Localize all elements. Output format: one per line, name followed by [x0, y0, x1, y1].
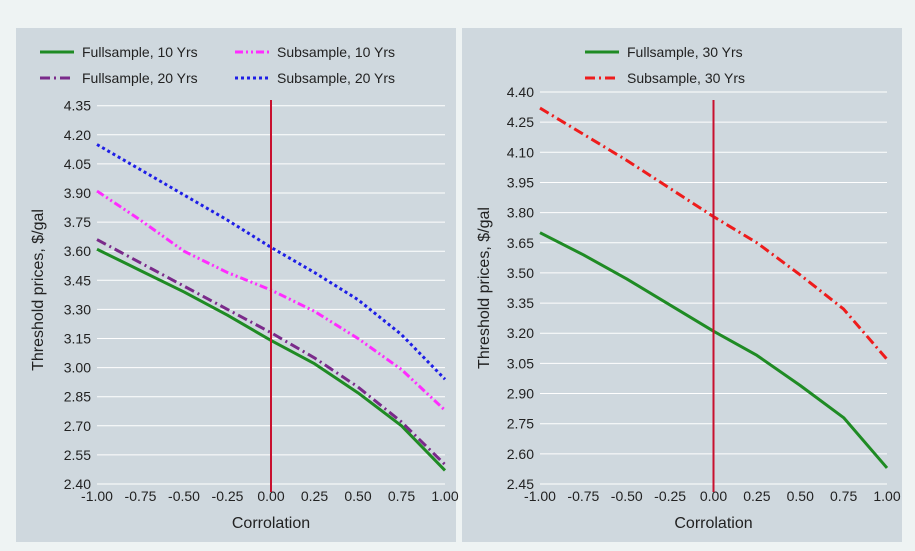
x-tick-label: 1.00 [873, 488, 900, 504]
y-tick-label: 2.85 [64, 389, 91, 405]
y-tick-label: 4.25 [507, 114, 534, 130]
y-tick-label: 3.45 [64, 272, 91, 288]
y-tick-label: 3.30 [64, 301, 91, 317]
legend-label: Fullsample, 30 Yrs [627, 44, 743, 60]
y-tick-label: 3.35 [507, 295, 534, 311]
y-tick-label: 3.80 [507, 205, 534, 221]
x-tick-label: 0.25 [301, 488, 328, 504]
y-tick-label: 3.15 [64, 331, 91, 347]
y-tick-label: 2.40 [64, 476, 91, 492]
x-tick-label: -0.50 [168, 488, 200, 504]
y-tick-label: 3.90 [64, 185, 91, 201]
series-line [96, 143, 447, 381]
legend-label: Subsample, 30 Yrs [627, 70, 745, 86]
x-tick-label: 0.75 [830, 488, 857, 504]
legend-label: Fullsample, 10 Yrs [82, 44, 198, 60]
y-axis-label: Threshold prices, $/gal [476, 207, 493, 369]
y-tick-label: 3.95 [507, 174, 534, 190]
y-tick-label: 2.75 [507, 416, 534, 432]
x-tick-label: -0.25 [212, 488, 244, 504]
y-tick-label: 2.70 [64, 418, 91, 434]
y-tick-label: 4.10 [507, 144, 534, 160]
y-tick-label: 4.40 [507, 84, 534, 100]
x-tick-label: 0.75 [388, 488, 415, 504]
plot-panel [462, 28, 902, 542]
chart-left: 2.40 2.55 2.70 2.85 3.00 3.15 3.30 3.45 3.60 3.75… [16, 28, 459, 542]
y-axis-label: Threshold prices, $/gal [30, 209, 47, 371]
y-tick-label: 3.50 [507, 265, 534, 281]
y-tick-label: 3.60 [64, 243, 91, 259]
x-tick-label: 0.00 [257, 488, 284, 504]
x-tick-label: 0.00 [700, 488, 727, 504]
x-tick-label: 0.50 [787, 488, 814, 504]
y-tick-label: 4.35 [64, 98, 91, 114]
x-axis-label: Corrolation [674, 515, 752, 532]
x-tick-label: 0.25 [743, 488, 770, 504]
y-tick-label: 3.75 [64, 214, 91, 230]
legend-label: Subsample, 10 Yrs [277, 44, 395, 60]
x-tick-label: -1.00 [524, 488, 556, 504]
y-tick-label: 2.60 [507, 446, 534, 462]
y-tick-label: 3.65 [507, 235, 534, 251]
plot-panel [16, 28, 456, 542]
y-tick-label: 4.05 [64, 156, 91, 172]
y-tick-label: 3.20 [507, 325, 534, 341]
x-tick-label: -0.75 [567, 488, 599, 504]
y-tick-label: 3.05 [507, 355, 534, 371]
x-tick-label: 1.00 [431, 488, 458, 504]
x-tick-label: -1.00 [81, 488, 113, 504]
x-tick-label: -0.25 [654, 488, 686, 504]
x-tick-label: 0.50 [344, 488, 371, 504]
x-tick-label: -0.50 [611, 488, 643, 504]
y-tick-label: 3.00 [64, 360, 91, 376]
legend-label: Fullsample, 20 Yrs [82, 70, 198, 86]
x-axis-label: Corrolation [232, 515, 310, 532]
legend-label: Subsample, 20 Yrs [277, 70, 395, 86]
y-tick-label: 2.90 [507, 386, 534, 402]
y-tick-label: 2.55 [64, 447, 91, 463]
y-tick-label: 2.45 [507, 476, 534, 492]
series-line [96, 238, 447, 466]
x-tick-label: -0.75 [125, 488, 157, 504]
y-tick-label: 4.20 [64, 127, 91, 143]
chart-right: 2.45 2.60 2.75 2.90 3.05 3.20 3.35 3.50 3.65 3.80… [462, 28, 902, 542]
